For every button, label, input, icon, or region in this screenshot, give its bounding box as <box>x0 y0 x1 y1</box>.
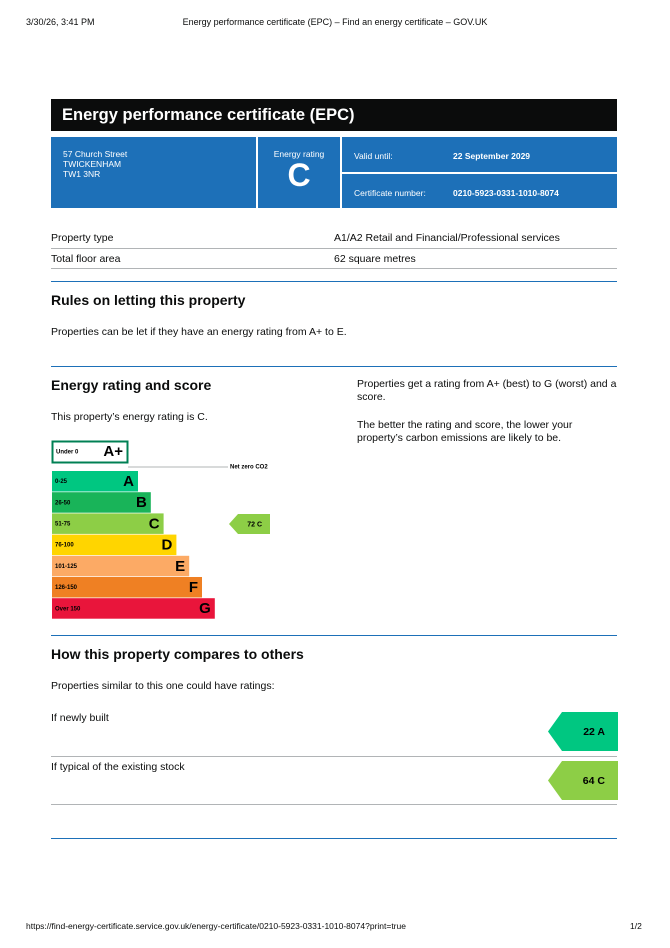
section-break <box>51 838 617 839</box>
certificate-box: Certificate number: 0210-5923-0331-1010-… <box>342 174 617 208</box>
letter: C <box>257 521 262 528</box>
address-line: TWICKENHAM <box>63 159 122 169</box>
band-range: 76-100 <box>55 543 74 549</box>
section-heading: Energy rating and score <box>51 377 212 393</box>
row-label: Property type <box>51 232 114 244</box>
band-letter: G <box>199 600 211 617</box>
band-letter: C <box>149 515 160 532</box>
band-range: 126-150 <box>55 585 78 591</box>
section-heading: Rules on letting this property <box>51 292 246 308</box>
row-value: 62 square metres <box>334 253 416 265</box>
band <box>52 513 164 534</box>
band-range: Under 0 <box>56 450 79 456</box>
band-range: 51-75 <box>55 521 71 527</box>
letter: A <box>597 726 605 738</box>
paragraph: Properties get a rating from A+ (best) t… <box>357 378 617 403</box>
compare-label: If newly built <box>51 712 109 724</box>
band <box>52 471 138 492</box>
paragraph: Properties similar to this one could hav… <box>51 680 275 692</box>
current-arrow <box>229 514 270 534</box>
rating-box: Energy rating C <box>258 137 340 208</box>
address-line: 57 Church Street <box>63 149 128 159</box>
letter: C <box>597 775 605 787</box>
row-label: Total floor area <box>51 253 121 265</box>
valid-until: 22 September 2029 <box>453 151 531 161</box>
divider <box>51 756 617 757</box>
band-range: 101-125 <box>55 564 78 570</box>
band <box>52 534 177 556</box>
divider <box>51 248 617 249</box>
compare-label: If typical of the existing stock <box>51 761 185 773</box>
band <box>52 492 151 513</box>
band <box>52 577 202 598</box>
print-datetime: 3/30/26, 3:41 PM <box>26 17 95 27</box>
paragraph: This property’s energy rating is C. <box>51 411 208 423</box>
band-letter: B <box>136 494 147 511</box>
title-bar: Energy performance certificate (EPC) <box>51 99 617 131</box>
rating: C <box>287 157 311 193</box>
current-rating: 72 C <box>247 521 262 528</box>
divider <box>51 268 617 269</box>
title: Energy performance certificate (EPC) <box>62 106 355 124</box>
band-range: Over 150 <box>55 606 81 612</box>
bands: 0-25 A 26-50 B 51-75 C 76-100 D 101-125 E 126-150 F… <box>52 471 215 619</box>
band-range: 0-25 <box>55 479 68 485</box>
address-box: 57 Church Street TWICKENHAM TW1 3NR <box>51 137 256 208</box>
row-value: A1/A2 Retail and Financial/Professional … <box>334 232 560 244</box>
compare-arrow <box>548 712 618 751</box>
valid-label: Valid until: <box>354 151 393 161</box>
band <box>52 555 190 577</box>
paragraph: The better the rating and score, the low… <box>357 419 573 444</box>
certificate-label: Certificate number: <box>354 188 426 198</box>
print-title: Energy performance certificate (EPC) – F… <box>182 17 488 27</box>
net-zero-label: Net zero CO2 <box>230 465 268 471</box>
section-heading: How this property compares to others <box>51 646 304 662</box>
divider <box>51 804 617 805</box>
score: 72 <box>247 521 255 528</box>
score: 64 <box>583 775 595 787</box>
compare-rating: 22 A <box>583 726 605 738</box>
band-letter: A <box>123 473 134 490</box>
section-break <box>51 281 617 282</box>
section-break <box>51 366 617 367</box>
print-url: https://find-energy-certificate.service.… <box>26 921 406 931</box>
certificate-number: 0210-5923-0331-1010-8074 <box>453 188 559 198</box>
rating-label: Energy rating <box>273 149 325 159</box>
section-break <box>51 635 617 636</box>
address-line: TW1 3NR <box>63 169 101 179</box>
band-letter: A+ <box>103 443 123 460</box>
band-letter: D <box>162 537 173 554</box>
band <box>52 598 215 619</box>
score: 22 <box>583 726 595 738</box>
compare-arrow <box>548 761 618 800</box>
band-letter: F <box>189 579 198 596</box>
band-range: 26-50 <box>55 500 71 506</box>
band-a-plus <box>51 440 129 464</box>
paragraph: Properties can be let if they have an en… <box>51 326 347 338</box>
valid-box: Valid until: 22 September 2029 <box>342 137 617 172</box>
compare-rating: 64 C <box>583 775 606 787</box>
page-number: 1/2 <box>630 921 642 931</box>
band-letter: E <box>175 558 185 575</box>
